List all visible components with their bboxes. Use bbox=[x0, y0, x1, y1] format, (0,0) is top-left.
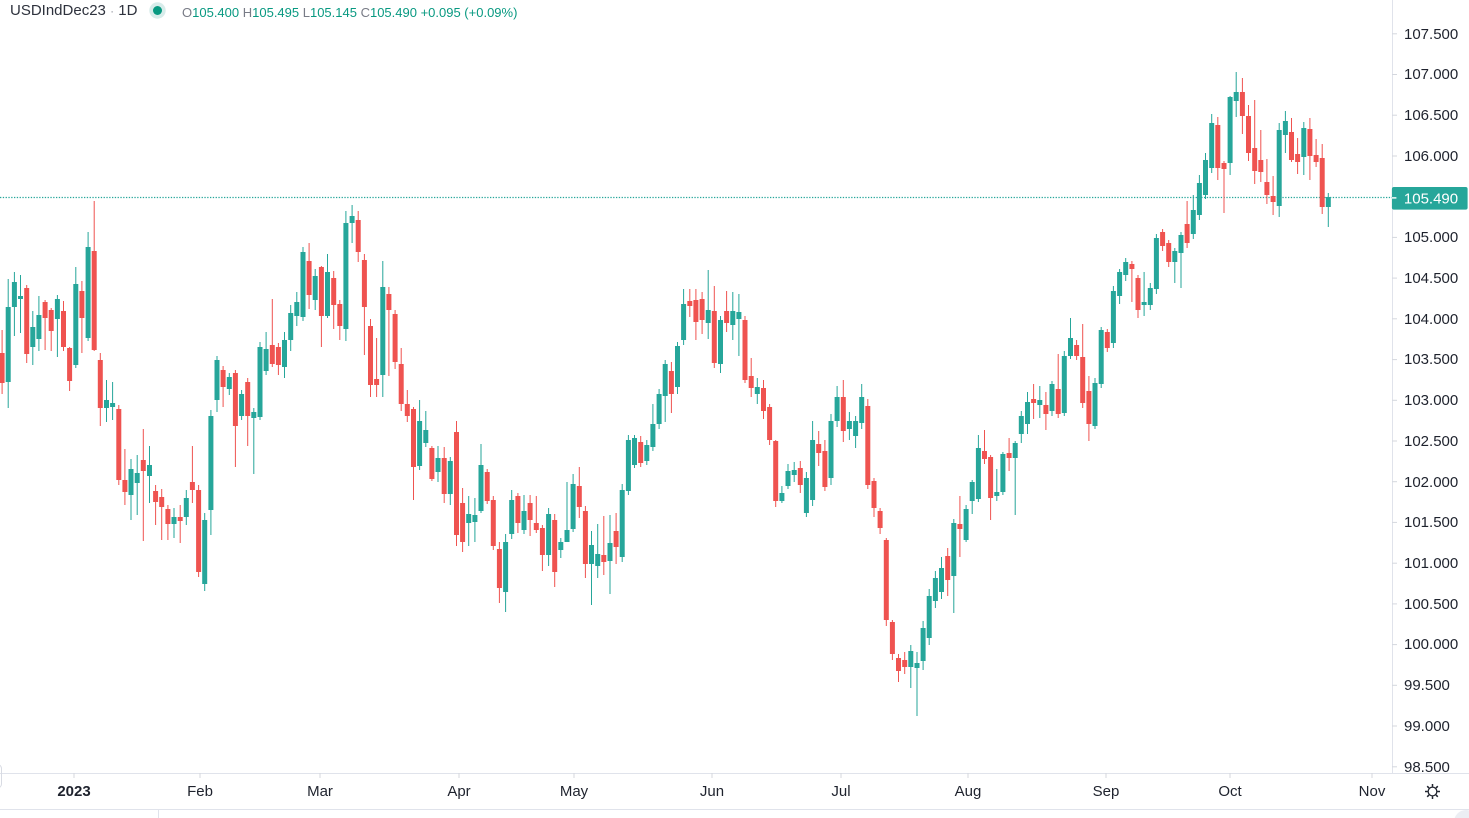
svg-text:105.490: 105.490 bbox=[1404, 191, 1458, 208]
